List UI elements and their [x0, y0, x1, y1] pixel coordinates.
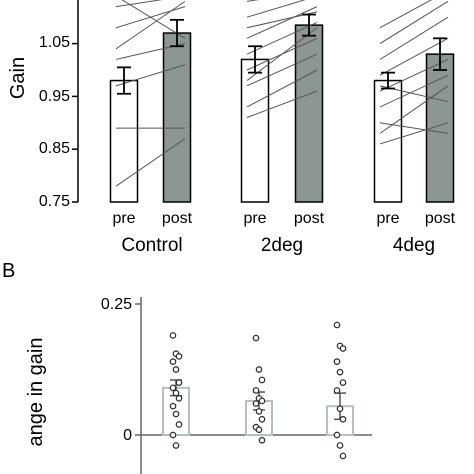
panel-b-data-point [336, 368, 344, 376]
panel-b-data-point [333, 358, 341, 365]
panel-b-data-point [333, 431, 341, 439]
panel-a-subject-line [379, 0, 449, 45]
panel-a-subject-line [246, 0, 306, 18]
panel-b-data-point [172, 442, 180, 449]
panel-a-subject-line [246, 53, 318, 87]
panel-a-subject-line [246, 22, 318, 55]
panel-b-data-point [336, 442, 344, 449]
panel-a-subject-line [379, 122, 449, 134]
panel-b-data-point [252, 334, 260, 342]
panel-b-data-point [172, 389, 180, 397]
panel-a-bar-pre [109, 79, 139, 203]
panel-b-data-point [333, 387, 341, 394]
panel-b-data-point [175, 394, 183, 402]
panel-b-change-chart: B ange in gain 0.25 0 [2, 260, 372, 474]
panel-b-data-point [339, 415, 347, 423]
panel-a-x-tick-pre: pre [243, 210, 266, 227]
panel-a-subject-line [379, 58, 449, 92]
panel-a-condition-label-4deg: 4deg [393, 235, 435, 256]
panel-b-data-point [169, 402, 177, 410]
panel-a-bar-pre [240, 58, 270, 203]
panel-b-data-point [339, 345, 347, 352]
panel-a-subject-line [115, 0, 186, 50]
panel-a-subject-line [379, 122, 449, 145]
panel-b-data-point [252, 387, 260, 394]
panel-a-subject-line [379, 37, 449, 76]
panel-b-data-point [175, 353, 183, 360]
panel-a-subject-line [379, 85, 449, 134]
panel-a-y-tick-label: 0.85 [39, 140, 70, 157]
panel-b-data-point [172, 366, 180, 373]
panel-a-y-tick-label: 0.75 [39, 193, 70, 210]
panel-b-data-point [258, 415, 266, 423]
panel-b-data-point [258, 397, 266, 405]
panel-b-label: B [2, 260, 15, 282]
panel-a-condition-label-control: Control [121, 235, 182, 256]
panel-a-x-tick-post: post [294, 210, 325, 227]
panel-b-data-point [258, 436, 266, 444]
panel-b-data-point [255, 366, 263, 373]
panel-b-data-point [255, 408, 263, 415]
panel-a-y-tick-label: 1.05 [39, 34, 70, 51]
panel-a-subject-line [379, 74, 449, 108]
panel-b-data-point [169, 332, 177, 339]
panel-b-data-point [252, 400, 260, 407]
panel-a-subject-line [379, 0, 433, 29]
panel-a-condition-label-2deg: 2deg [261, 235, 303, 256]
panel-b-data-point [169, 431, 177, 439]
panel-a-subject-line [121, 0, 186, 39]
panel-a-subject-line [115, 64, 186, 87]
panel-a-subject-line [246, 0, 260, 2]
panel-b-data-point [175, 379, 183, 386]
panel-a-subject-line [115, 0, 163, 8]
panel-b-data-point [172, 410, 180, 418]
panel-a-y-axis-label: Gain [7, 57, 29, 99]
panel-b-data-point [258, 376, 266, 384]
panel-a-bar-post [294, 24, 324, 203]
panel-b-data-point [333, 321, 341, 329]
panel-b-data-point [339, 452, 347, 460]
panel-a-x-tick-pre: pre [112, 210, 135, 227]
panel-a-x-tick-post: post [162, 210, 193, 227]
panel-b-data-point [169, 358, 177, 365]
panel-b-data-point [169, 384, 177, 392]
panel-a-subject-line [246, 6, 318, 39]
panel-b-data-point [255, 426, 263, 434]
panel-b-y-tick-label: 0 [123, 427, 132, 444]
panel-a-subject-line [246, 69, 318, 108]
panel-b-y-axis-label: ange in gain [25, 338, 47, 447]
panel-a-y-tick-label: 0.95 [39, 88, 70, 105]
panel-b-data-point [175, 421, 183, 428]
panel-a-bar-post [162, 32, 192, 203]
panel-b-y-tick-label: 0.25 [101, 296, 132, 313]
panel-a-x-tick-pre: pre [376, 210, 399, 227]
panel-a-subject-line [115, 138, 186, 187]
panel-a-subject-line [379, 16, 449, 60]
panel-a-gain-chart: Gain 1.05 0.95 0.85 0.75 pre post pre po… [7, 0, 456, 256]
panel-a-subject-line [246, 90, 318, 118]
panel-b-data-point [339, 379, 347, 386]
panel-a-x-tick-post: post [425, 210, 456, 227]
panel-b-data-point [336, 405, 344, 413]
